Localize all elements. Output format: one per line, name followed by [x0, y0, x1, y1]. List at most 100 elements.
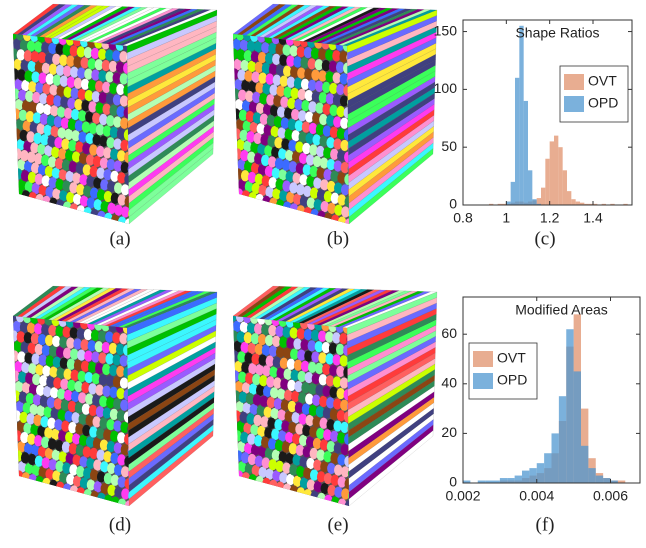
cube-cell — [293, 359, 303, 371]
legend-swatch — [564, 96, 584, 112]
cube-cell — [91, 373, 101, 385]
cube-cell — [49, 366, 58, 378]
cube-cell — [25, 111, 35, 123]
cube-cell — [52, 356, 62, 368]
y-tick-label: 150 — [434, 22, 458, 38]
cube-cell — [235, 316, 245, 323]
cube-cell — [284, 128, 293, 140]
cube-cell — [248, 81, 257, 93]
cube-cell — [39, 395, 49, 407]
cube-cell — [279, 54, 288, 66]
cube-cell — [249, 403, 259, 416]
cube-cell — [264, 447, 274, 460]
cube-cell — [315, 406, 325, 418]
cube-cell — [309, 144, 318, 156]
cube-cell — [333, 442, 343, 454]
cube-cell — [18, 89, 27, 101]
cube-cell — [301, 100, 310, 112]
cube-cell — [106, 440, 116, 453]
cube-cell — [15, 119, 25, 131]
cube-cell — [272, 470, 281, 482]
cube-cell — [319, 439, 329, 451]
cube-cell — [124, 196, 129, 208]
cube-cell — [99, 417, 108, 429]
cube-cell — [252, 373, 261, 386]
cube-cell — [13, 320, 22, 333]
cube-cell — [96, 167, 105, 179]
cube-cell — [238, 391, 248, 403]
cube-cell — [57, 127, 66, 139]
cube-cell — [62, 44, 71, 56]
cube-cell — [258, 184, 267, 196]
cube-cell — [322, 363, 331, 376]
cube-cell — [330, 452, 339, 464]
cube-cell — [30, 316, 39, 324]
cube-cell — [250, 162, 260, 174]
cube-cell — [277, 409, 286, 421]
histogram-bar — [595, 475, 604, 483]
cube-cell — [123, 366, 129, 379]
cube-cell — [75, 444, 85, 456]
cube-cell — [90, 469, 99, 481]
cube-cell — [103, 190, 113, 203]
histogram-bar — [506, 201, 511, 205]
cube-cell — [50, 387, 59, 399]
cube-cell — [243, 140, 252, 152]
cube-cell — [90, 329, 100, 342]
cube-cell — [337, 454, 346, 466]
cube-cell — [50, 105, 59, 117]
cube-cell — [336, 410, 346, 422]
cube-cell — [102, 125, 112, 137]
cube-cell — [58, 148, 67, 160]
cube-cell — [76, 466, 85, 478]
cube-cell — [298, 413, 307, 425]
cube-cell — [239, 321, 249, 333]
cube-cell — [83, 467, 92, 479]
cube-cell — [102, 407, 112, 419]
cube-cell — [245, 393, 255, 405]
cube-cell — [96, 427, 105, 440]
cube-cell — [255, 384, 265, 396]
cube-cell — [276, 85, 285, 97]
cube-cell — [300, 339, 309, 351]
cube-cell — [86, 197, 96, 209]
cube-cell — [67, 118, 77, 131]
cube-cell — [46, 94, 55, 106]
cube-cell — [71, 108, 80, 121]
cube-cell — [341, 488, 349, 500]
cube-cell — [299, 174, 308, 186]
cube-cell — [38, 466, 47, 478]
cube-cell — [252, 394, 262, 406]
cube-cell — [20, 59, 29, 72]
cube-cell — [88, 122, 98, 135]
cube-cell — [308, 101, 317, 113]
cube-cell — [124, 500, 129, 506]
cube-cell — [20, 341, 29, 354]
cube-cell — [241, 362, 250, 374]
cube-cell — [98, 374, 108, 386]
cube-cell — [319, 417, 328, 429]
cube-cell — [269, 84, 278, 96]
cube-cell — [248, 383, 258, 395]
cube-cell — [78, 434, 88, 447]
cube-cell — [295, 444, 305, 456]
cube-cell — [285, 149, 294, 162]
cube-cell — [23, 332, 33, 344]
cube-cell — [295, 162, 305, 174]
cube-cell — [255, 364, 264, 376]
cube-cell — [273, 116, 283, 128]
cube-cell — [63, 86, 72, 98]
cube-cell — [18, 391, 28, 403]
cube-cell — [240, 59, 249, 72]
cube-cell — [237, 179, 247, 191]
cube-cell — [95, 406, 105, 418]
cube-cell — [95, 80, 104, 92]
cube-cell — [80, 339, 89, 351]
cube-cell — [278, 169, 288, 181]
cube-cell — [41, 154, 50, 166]
cube-cell — [234, 360, 243, 373]
cube-cell — [69, 45, 79, 57]
cube-cell — [280, 96, 289, 108]
cube-cell — [92, 394, 101, 406]
cube-cell — [83, 185, 92, 197]
